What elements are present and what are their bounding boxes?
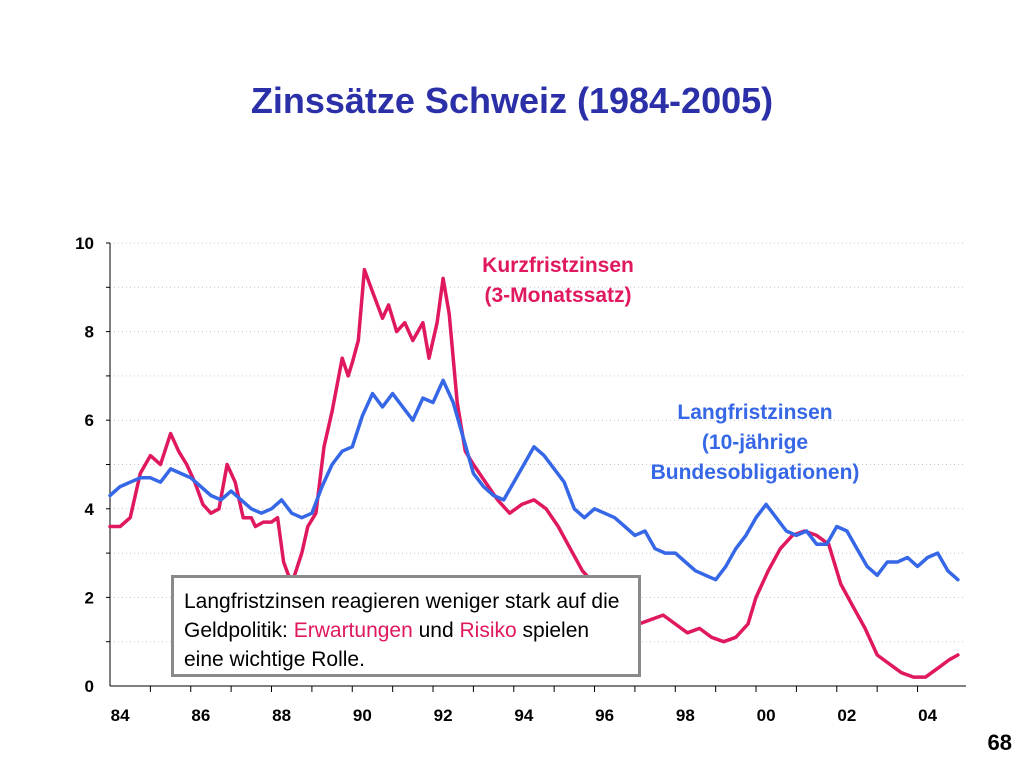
series-label-long-term: Langfristzinsen (10-jährige Bundesobligati… <box>651 401 860 484</box>
y-tick-label: 8 <box>85 323 94 342</box>
series-label-line: Bundesobligationen) <box>651 461 860 484</box>
series-label-short-term: Kurzfristzinsen (3-Monatssatz) <box>482 254 634 307</box>
series-labels: Kurzfristzinsen (3-Monatssatz) Langfristzi… <box>482 254 859 484</box>
series-line-long-term <box>108 378 960 582</box>
x-tick-label: 88 <box>272 706 291 725</box>
x-tick-label: 96 <box>595 706 614 725</box>
page-number: 68 <box>987 730 1012 755</box>
callout-text-part3: spielen eine wichtige Rolle. <box>184 619 590 671</box>
x-tick-label: 84 <box>111 706 130 725</box>
x-tick-label: 94 <box>514 706 533 725</box>
series-lines <box>108 267 960 679</box>
x-tick-label: 04 <box>918 706 937 725</box>
callout-highlight-expectations: Erwartungen <box>293 619 413 642</box>
y-tick-label: 4 <box>85 500 95 519</box>
callout-text-part1: Langfristzinsen reagieren weniger stark … <box>184 590 620 642</box>
series-label-line: Kurzfristzinsen <box>482 254 634 277</box>
callout-highlight-risk: Risiko <box>459 619 517 642</box>
y-tick-label: 10 <box>75 234 94 253</box>
series-label-line: Langfristzinsen <box>677 401 832 424</box>
callout-box: Langfristzinsen reagieren weniger stark … <box>171 575 641 677</box>
x-tick-label: 02 <box>837 706 856 725</box>
series-label-line: (3-Monatssatz) <box>484 284 631 307</box>
y-tick-label: 0 <box>85 677 94 696</box>
x-tick-label: 92 <box>434 706 453 725</box>
x-tick-label: 90 <box>353 706 372 725</box>
x-tick-label: 00 <box>757 706 776 725</box>
chart-title: Zinssätze Schweiz (1984-2005) <box>250 80 774 121</box>
y-tick-label: 6 <box>85 411 94 430</box>
y-tick-label: 2 <box>85 588 94 607</box>
x-tick-label: 86 <box>191 706 210 725</box>
callout-text-part2: und <box>412 619 460 642</box>
series-label-line: (10-jährige <box>702 431 808 454</box>
x-tick-label: 98 <box>676 706 695 725</box>
